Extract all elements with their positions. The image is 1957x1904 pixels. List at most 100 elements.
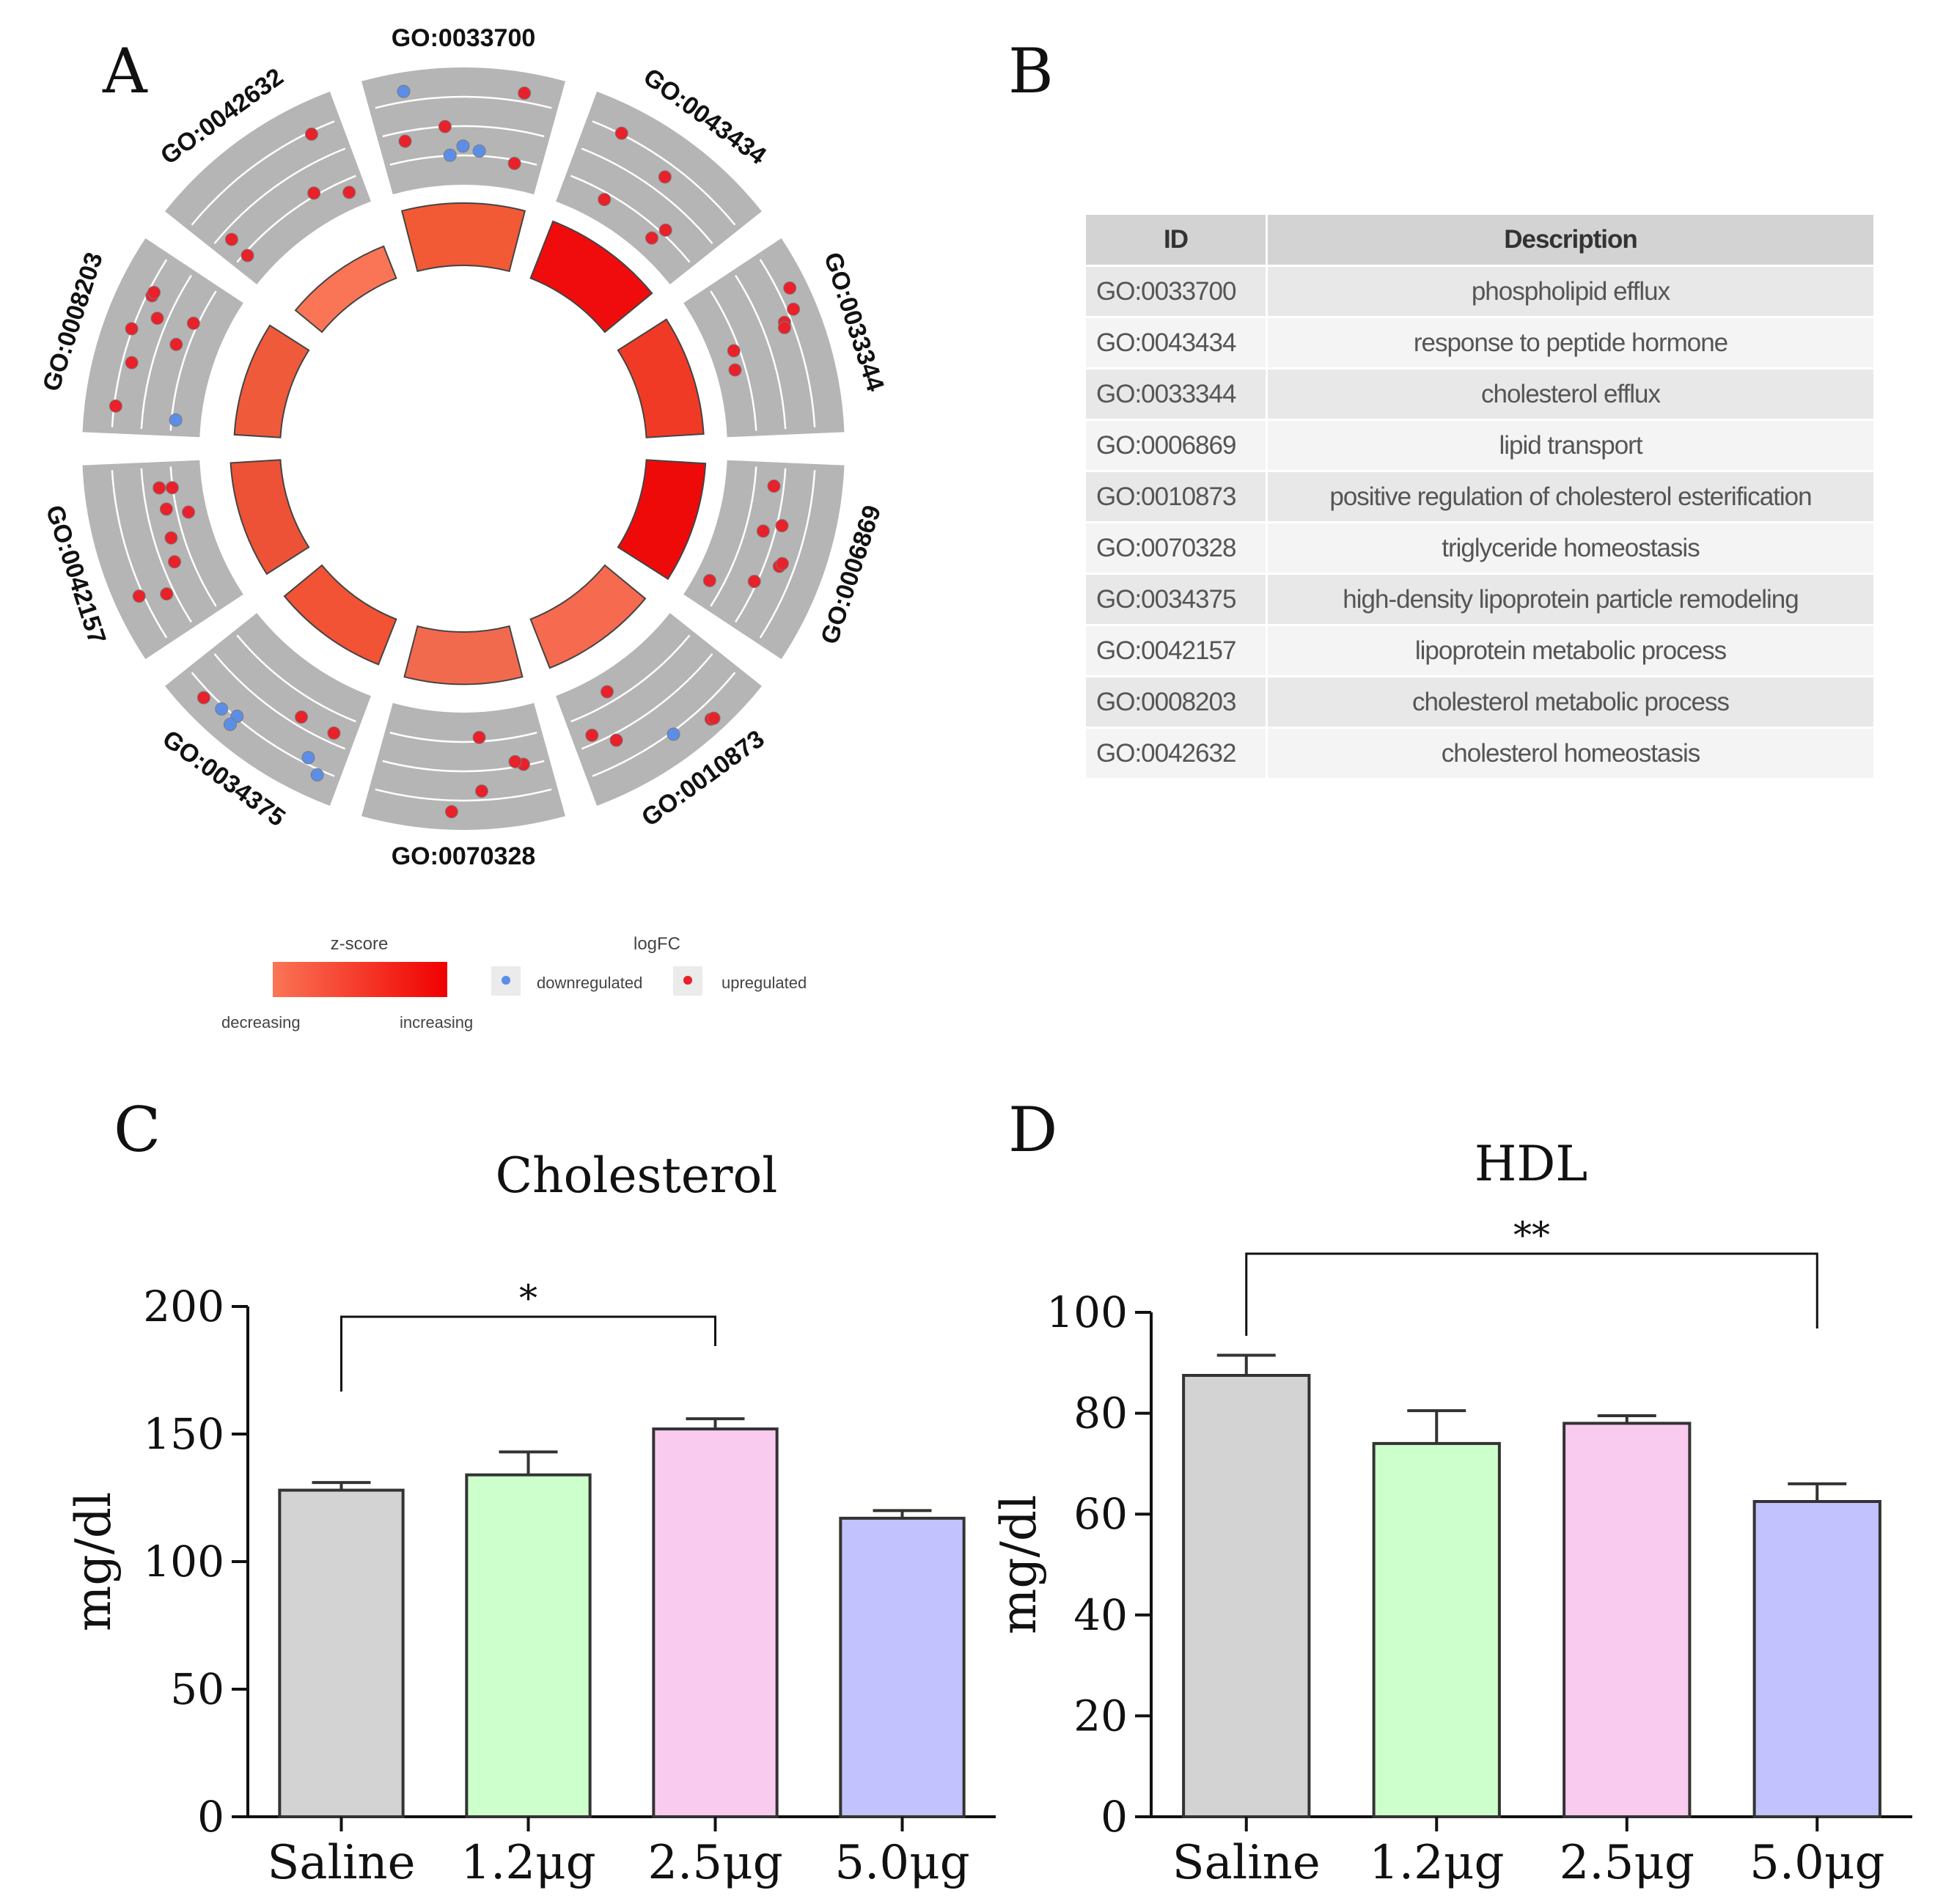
downregulated-legend-dot <box>502 976 510 985</box>
upregulated-gene-dot <box>747 575 761 589</box>
table-row: GO:0033700 phospholipid efflux <box>1084 265 1876 318</box>
grid-arc <box>389 732 537 743</box>
grid-arc <box>735 468 787 623</box>
table-row: GO:0042157 lipoprotein metabolic process <box>1084 624 1876 677</box>
grid-arc <box>581 653 713 750</box>
significance-marker: ** <box>1513 1214 1550 1257</box>
upregulated-gene-dot <box>783 281 797 295</box>
table-cell-id: GO:0034375 <box>1084 573 1268 626</box>
table-cell-id: GO:0043434 <box>1084 316 1268 370</box>
zscore-bar <box>403 625 524 685</box>
x-tick-label: 2.5μg <box>1560 1836 1695 1890</box>
grid-arc <box>592 120 736 226</box>
upregulated-gene-dot <box>165 481 179 495</box>
downregulated-gene-dot <box>310 768 324 782</box>
y-tick-label: 0 <box>197 1792 224 1842</box>
downregulated-gene-dot <box>215 702 229 716</box>
y-axis-label: mg/dl <box>991 1495 1047 1634</box>
grid-arc <box>213 653 346 750</box>
table-cell-description: response to peptide hormone <box>1266 316 1876 370</box>
zscore-bar <box>230 459 310 576</box>
bar <box>1372 1441 1501 1818</box>
upregulated-gene-dot <box>707 711 721 725</box>
bar <box>278 1488 405 1818</box>
grid-arc <box>735 274 787 430</box>
grid-arc <box>382 125 545 138</box>
upregulated-gene-dot <box>472 730 486 744</box>
bar <box>1182 1374 1311 1818</box>
gene-track-segment <box>82 460 243 660</box>
downregulated-gene-dot <box>301 751 315 765</box>
upregulated-gene-dot <box>153 481 166 495</box>
downregulated-gene-dot <box>667 727 680 741</box>
table-row: GO:0006869 lipid transport <box>1084 419 1876 472</box>
bar <box>652 1427 779 1819</box>
upregulated-gene-dot <box>125 322 139 336</box>
table-cell-id: GO:0008203 <box>1084 675 1268 729</box>
table-header-description: Description <box>1266 213 1876 267</box>
grid-arc <box>191 672 335 777</box>
grid-arc <box>570 634 691 723</box>
upregulated-gene-dot <box>508 754 522 768</box>
zscore-bar <box>529 220 653 334</box>
y-tick-label: 150 <box>143 1409 224 1459</box>
grid-arc <box>213 147 346 244</box>
downregulated-legend-label: downregulated <box>537 974 642 992</box>
upregulated-gene-dot <box>775 519 789 533</box>
table-row: GO:0043434 response to peptide hormone <box>1084 316 1876 370</box>
panel-label-c: C <box>114 1094 161 1166</box>
table-cell-description: cholesterol homeostasis <box>1266 727 1876 780</box>
grid-arc <box>169 290 217 431</box>
upregulated-gene-dot <box>147 285 161 299</box>
y-tick-label: 60 <box>1073 1489 1128 1539</box>
gene-track-segment <box>683 238 845 438</box>
table-cell-description: cholesterol metabolic process <box>1266 675 1876 729</box>
grid-arc <box>236 634 356 723</box>
table-row: GO:0010873 positive regulation of cholest… <box>1084 470 1876 523</box>
table-cell-id: GO:0033344 <box>1084 367 1268 421</box>
zscore-bar <box>400 202 526 273</box>
downregulated-gene-dot <box>472 144 486 158</box>
table-cell-id: GO:0010873 <box>1084 470 1268 523</box>
x-tick-label: 2.5μg <box>647 1836 782 1890</box>
table-cell-id: GO:0033700 <box>1084 265 1268 318</box>
upregulated-gene-dot <box>609 733 623 747</box>
gene-track-segment <box>82 238 243 438</box>
table-cell-description: high-density lipoprotein particle remode… <box>1266 573 1876 626</box>
gene-track-segment <box>683 460 845 660</box>
upregulated-gene-dot <box>507 156 521 170</box>
y-tick-label: 0 <box>1101 1792 1128 1842</box>
upregulated-gene-dot <box>168 555 182 569</box>
grid-arc <box>375 788 552 802</box>
grid-arc <box>581 147 713 244</box>
grid-arc <box>710 290 757 431</box>
zscore-bar <box>283 564 397 666</box>
grid-arc <box>759 259 816 427</box>
table-row: GO:0042632 cholesterol homeostasis <box>1084 727 1876 780</box>
grid-arc <box>570 174 691 263</box>
upregulated-gene-dot <box>164 531 178 545</box>
bar <box>1563 1422 1692 1818</box>
grid-arc <box>140 274 192 430</box>
table-cell-description: triglyceride homeostasis <box>1266 521 1876 575</box>
y-tick-label: 50 <box>170 1664 224 1714</box>
upregulated-gene-dot <box>304 128 318 141</box>
table-cell-id: GO:0006869 <box>1084 419 1268 472</box>
y-tick-label: 200 <box>143 1282 224 1331</box>
upregulated-gene-dot <box>241 249 254 262</box>
upregulated-gene-dot <box>658 223 672 237</box>
bar <box>839 1516 966 1819</box>
go-term-table: ID Description GO:0033700 phospholipid ef… <box>1084 213 1876 780</box>
chart-title: Cholesterol <box>496 1147 778 1204</box>
grid-arc <box>111 470 168 639</box>
upregulated-gene-dot <box>327 726 341 740</box>
zscore-legend-title: z-score <box>331 934 389 954</box>
upregulated-gene-dot <box>342 185 356 199</box>
gene-track-segment <box>165 91 371 284</box>
upregulated-gene-dot <box>767 479 781 493</box>
grid-arc <box>710 466 757 607</box>
zscore-decreasing-label: decreasing <box>221 1013 301 1032</box>
table-cell-description: lipid transport <box>1266 419 1876 472</box>
table-row: GO:0070328 triglyceride homeostasis <box>1084 521 1876 575</box>
table-header-id: ID <box>1084 213 1268 267</box>
